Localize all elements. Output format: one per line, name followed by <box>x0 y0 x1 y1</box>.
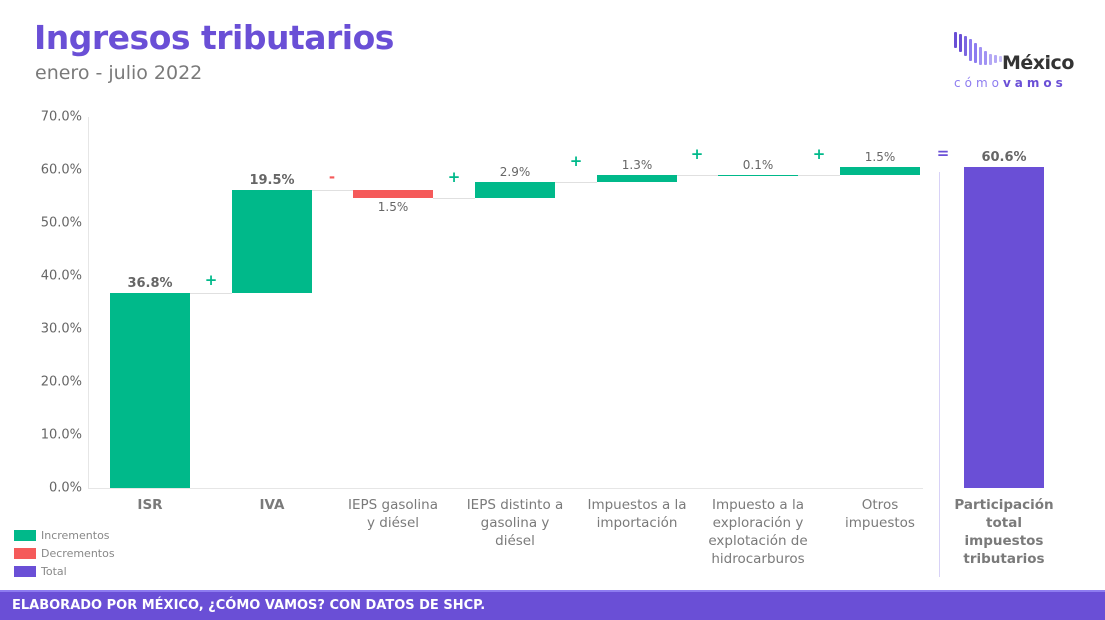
y-tick-label: 10.0% <box>40 427 82 443</box>
category-label: Impuesto a la exploración y explotación de… <box>708 497 808 567</box>
legend-item-increments: Incrementos <box>14 526 115 544</box>
bar-increment <box>718 174 798 177</box>
value-label: 19.5% <box>249 172 295 188</box>
connector-line <box>555 182 597 184</box>
total-divider <box>939 172 940 577</box>
x-axis-line <box>88 488 923 489</box>
connector-line <box>312 189 353 191</box>
bar-increment <box>232 189 312 293</box>
source-footer: ELABORADO POR MÉXICO, ¿CÓMO VAMOS? CON D… <box>0 590 1105 620</box>
plus-icon: + <box>447 167 461 186</box>
y-tick-label: 60.0% <box>40 162 82 178</box>
y-tick-label: 70.0% <box>40 109 82 125</box>
value-label: 1.5% <box>377 199 409 214</box>
mexico-como-vamos-logo: México cómovamos <box>950 30 1090 92</box>
bar-decrement <box>353 189 433 198</box>
category-label: IVA <box>259 497 285 513</box>
category-label: IEPS distinto a gasolina y diésel <box>466 497 564 549</box>
category-label: Impuestos a la importación <box>587 497 687 531</box>
y-tick-label: 50.0% <box>40 215 82 231</box>
value-label: 1.5% <box>864 149 896 164</box>
equals-icon: = <box>936 144 950 162</box>
value-label: 60.6% <box>981 149 1027 165</box>
y-axis-line <box>88 117 89 489</box>
value-label: 36.8% <box>127 275 173 291</box>
y-tick-label: 20.0% <box>40 374 82 390</box>
plus-icon: + <box>569 152 583 171</box>
bar-increment <box>110 292 190 488</box>
value-label: 2.9% <box>499 165 531 180</box>
connector-line <box>677 175 718 177</box>
category-label: Participación total impuestos tributarios <box>954 497 1054 567</box>
plus-icon: + <box>204 270 218 289</box>
bar-increment <box>475 182 555 198</box>
category-label: IEPS gasolina y diésel <box>348 497 438 531</box>
bar-total <box>964 166 1044 488</box>
plus-icon: + <box>690 145 704 164</box>
legend-item-decrements: Decrementos <box>14 544 115 562</box>
value-label: 1.3% <box>621 158 653 173</box>
connector-line <box>798 174 840 176</box>
bar-increment <box>597 175 677 183</box>
page-subtitle: enero - julio 2022 <box>35 62 203 84</box>
category-label: ISR <box>137 497 163 513</box>
value-label: 0.1% <box>742 157 774 172</box>
footer-text: ELABORADO POR MÉXICO, ¿CÓMO VAMOS? CON D… <box>12 598 486 613</box>
y-tick-label: 0.0% <box>48 480 82 496</box>
legend-swatch-red <box>14 547 36 559</box>
logo-subtitle: cómovamos <box>954 76 1067 90</box>
category-label: Otros impuestos <box>845 497 915 531</box>
plus-icon: + <box>812 144 826 163</box>
legend-swatch-purple <box>14 565 36 577</box>
legend: Incrementos Decrementos Total <box>14 526 115 580</box>
minus-icon: - <box>328 167 336 186</box>
logo-word: México <box>1002 52 1074 74</box>
connector-line <box>190 292 232 294</box>
legend-swatch-green <box>14 529 36 541</box>
connector-line <box>433 197 475 199</box>
page-title: Ingresos tributarios <box>34 18 394 57</box>
bar-increment <box>840 166 920 175</box>
y-tick-label: 30.0% <box>40 321 82 337</box>
y-tick-label: 40.0% <box>40 268 82 284</box>
legend-item-total: Total <box>14 562 115 580</box>
